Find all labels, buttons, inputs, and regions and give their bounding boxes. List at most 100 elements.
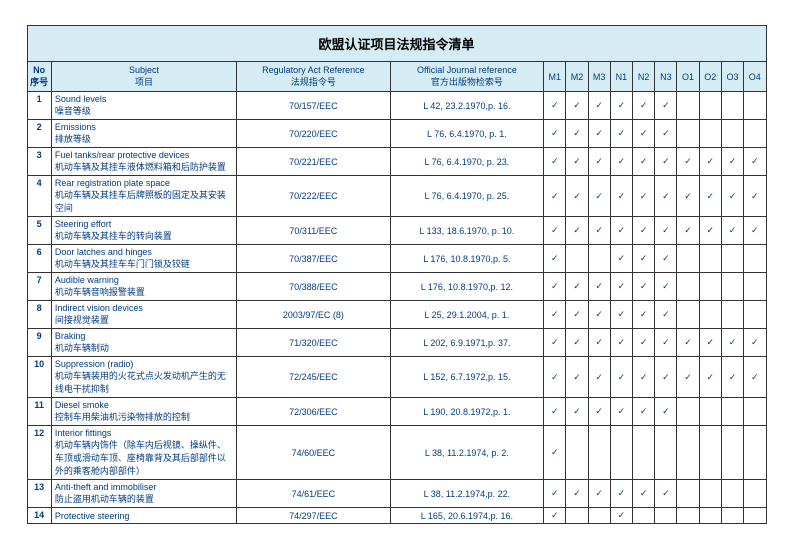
cell-check [633, 329, 655, 357]
cell-check [566, 176, 588, 217]
subject-en: Emissions [55, 122, 233, 132]
subject-en: Suppression (radio) [55, 359, 233, 369]
cell-check [677, 245, 699, 273]
cell-check [588, 508, 610, 524]
check-icon [640, 225, 648, 235]
cell-check [633, 357, 655, 398]
table-row: 2Emissions排放等级70/220/EECL 76, 6.4.1970, … [27, 120, 766, 148]
cell-check [699, 120, 721, 148]
cell-check [744, 176, 766, 217]
check-icon [551, 128, 559, 138]
header-n2: N2 [633, 62, 655, 92]
cell-check [699, 273, 721, 301]
cell-check [699, 245, 721, 273]
subject-zh: 机动车辆制动 [55, 341, 233, 354]
cell-check [655, 273, 677, 301]
check-icon [751, 156, 759, 166]
check-icon [618, 309, 626, 319]
cell-subject: Protective steering [51, 508, 236, 524]
check-icon [662, 372, 670, 382]
check-icon [595, 156, 603, 166]
cell-check [699, 301, 721, 329]
table-header-row: No 序号 Subject 项目 Regulatory Act Referenc… [27, 62, 766, 92]
cell-check [610, 273, 632, 301]
check-icon [618, 337, 626, 347]
cell-subject: Rear registration plate space机动车辆及其挂车后牌照… [51, 176, 236, 217]
cell-check [588, 92, 610, 120]
cell-check [588, 273, 610, 301]
cell-check [677, 398, 699, 426]
header-o3: O3 [721, 62, 743, 92]
check-icon [662, 309, 670, 319]
cell-check [544, 92, 566, 120]
table-row: 3Fuel tanks/rear protective devices机动车辆及… [27, 148, 766, 176]
cell-check [655, 329, 677, 357]
cell-subject: Suppression (radio)机动车辆装用的火花式点火发动机产生的无线电… [51, 357, 236, 398]
cell-oj: L 76, 6.4.1970, p. 25. [390, 176, 544, 217]
check-icon [684, 225, 692, 235]
check-icon [573, 156, 581, 166]
check-icon [573, 225, 581, 235]
cell-ref: 70/388/EEC [237, 273, 391, 301]
cell-check [677, 120, 699, 148]
header-n3: N3 [655, 62, 677, 92]
cell-check [744, 301, 766, 329]
cell-check [699, 92, 721, 120]
header-oj: Official Journal reference 官方出版物检索号 [390, 62, 544, 92]
check-icon [551, 406, 559, 416]
cell-check [677, 273, 699, 301]
cell-check [633, 148, 655, 176]
cell-check [721, 176, 743, 217]
cell-check [610, 92, 632, 120]
cell-oj: L 133, 18.6.1970, p. 10. [390, 217, 544, 245]
cell-check [566, 508, 588, 524]
cell-check [633, 301, 655, 329]
header-n1: N1 [610, 62, 632, 92]
cell-oj: L 42, 23.2.1970,p. 16. [390, 92, 544, 120]
subject-en: Door latches and hinges [55, 247, 233, 257]
subject-en: Indirect vision devices [55, 303, 233, 313]
check-icon [640, 488, 648, 498]
check-icon [551, 337, 559, 347]
check-icon [640, 281, 648, 291]
cell-subject: Sound levels噪音等级 [51, 92, 236, 120]
cell-check [677, 426, 699, 480]
cell-check [744, 120, 766, 148]
cell-check [588, 357, 610, 398]
cell-no: 3 [27, 148, 51, 176]
cell-check [544, 301, 566, 329]
cell-no: 5 [27, 217, 51, 245]
header-subject-en: Subject [54, 65, 234, 75]
cell-check [699, 426, 721, 480]
table-body: 1Sound levels噪音等级70/157/EECL 42, 23.2.19… [27, 92, 766, 524]
cell-subject: Braking机动车辆制动 [51, 329, 236, 357]
cell-check [699, 508, 721, 524]
cell-ref: 71/320/EEC [237, 329, 391, 357]
check-icon [618, 281, 626, 291]
cell-ref: 2003/97/EC (8) [237, 301, 391, 329]
cell-subject: Emissions排放等级 [51, 120, 236, 148]
cell-check [566, 217, 588, 245]
cell-ref: 74/60/EEC [237, 426, 391, 480]
cell-oj: L 38, 11.2.1974, p. 2. [390, 426, 544, 480]
cell-check [588, 148, 610, 176]
header-ref-zh: 法规指令号 [239, 75, 388, 88]
cell-check [566, 301, 588, 329]
cell-check [633, 176, 655, 217]
check-icon [729, 337, 737, 347]
subject-zh: 机动车辆及其挂车后牌照板的固定及其安装空间 [55, 188, 233, 214]
cell-check [655, 148, 677, 176]
check-icon [551, 100, 559, 110]
check-icon [640, 309, 648, 319]
subject-en: Braking [55, 331, 233, 341]
cell-check [633, 245, 655, 273]
cell-ref: 70/311/EEC [237, 217, 391, 245]
cell-check [544, 120, 566, 148]
cell-check [721, 217, 743, 245]
check-icon [751, 372, 759, 382]
header-subject: Subject 项目 [51, 62, 236, 92]
cell-check [610, 217, 632, 245]
cell-subject: Door latches and hinges机动车辆及其挂车车门门锁及铰链 [51, 245, 236, 273]
table-row: 12Interior fittings机动车辆内饰件（除车内后视镜、操纵件、车顶… [27, 426, 766, 480]
cell-check [677, 176, 699, 217]
